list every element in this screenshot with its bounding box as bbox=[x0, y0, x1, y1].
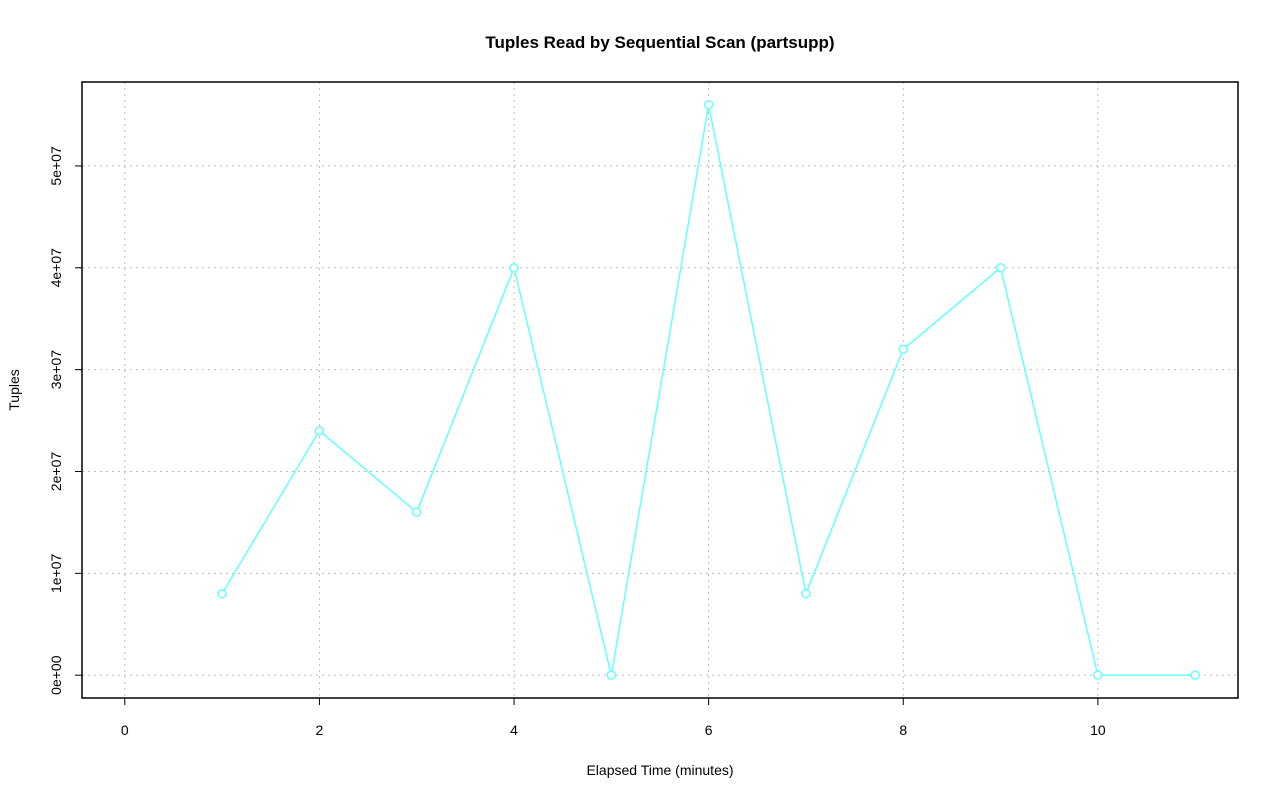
chart-title: Tuples Read by Sequential Scan (partsupp… bbox=[485, 33, 834, 52]
data-point bbox=[995, 263, 1006, 273]
x-tick-label: 0 bbox=[121, 722, 129, 738]
data-point bbox=[898, 344, 909, 355]
y-tick-label: 0e+00 bbox=[48, 655, 64, 695]
data-point bbox=[509, 263, 519, 273]
y-tick-label: 4e+07 bbox=[48, 248, 64, 288]
data-point bbox=[314, 425, 325, 436]
x-axis-label: Elapsed Time (minutes) bbox=[586, 762, 733, 778]
data-point bbox=[411, 507, 422, 517]
x-tick-label: 2 bbox=[316, 722, 324, 738]
data-point bbox=[1093, 670, 1103, 680]
data-point bbox=[606, 670, 617, 680]
x-tick-label: 6 bbox=[705, 722, 713, 738]
x-tick-label: 8 bbox=[899, 722, 907, 738]
data-point bbox=[217, 588, 227, 599]
y-tick-label: 2e+07 bbox=[48, 452, 64, 492]
y-tick-label: 1e+07 bbox=[48, 553, 64, 593]
y-tick-label: 3e+07 bbox=[48, 350, 64, 390]
plot-frame bbox=[81, 81, 1239, 699]
x-tick-label: 10 bbox=[1090, 722, 1106, 738]
y-tick-label: 5e+07 bbox=[48, 146, 64, 186]
data-point bbox=[801, 588, 811, 599]
data-point bbox=[703, 100, 714, 110]
y-axis-label: Tuples bbox=[6, 369, 22, 411]
data-point bbox=[1190, 670, 1200, 680]
x-tick-label: 4 bbox=[510, 722, 518, 738]
